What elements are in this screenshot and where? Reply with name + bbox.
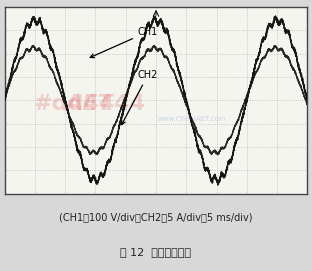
- Text: 图 12  并网测试波形: 图 12 并网测试波形: [120, 247, 192, 257]
- Text: AET: AET: [66, 94, 113, 114]
- Text: CH2: CH2: [122, 70, 158, 125]
- Text: #dd4444: #dd4444: [33, 94, 145, 114]
- Text: www.ChinaAET.com: www.ChinaAET.com: [158, 116, 227, 122]
- Text: (CH1：100 V/div，CH2：5 A/div，5 ms/div): (CH1：100 V/div，CH2：5 A/div，5 ms/div): [59, 212, 253, 222]
- Text: CH1: CH1: [90, 27, 158, 58]
